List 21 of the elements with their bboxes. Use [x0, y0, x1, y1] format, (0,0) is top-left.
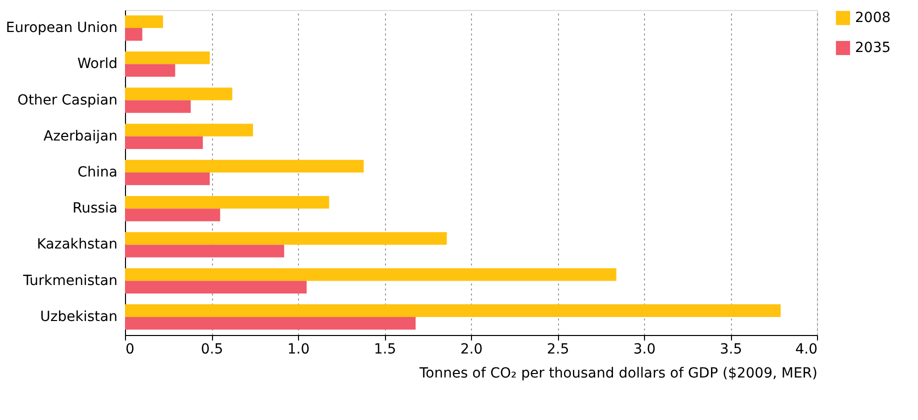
- y-tick-label: China: [78, 164, 118, 180]
- x-tick-label: 4.0: [795, 342, 818, 358]
- y-tick-label: Russia: [72, 200, 118, 217]
- x-tick-label: 3.0: [633, 342, 656, 358]
- x-tick-label: 3.5: [720, 342, 742, 358]
- y-tick-label: Kazakhstan: [36, 236, 118, 253]
- x-tick-label: 0.5: [200, 342, 224, 358]
- x-tick-label: 0: [126, 342, 134, 358]
- x-tick-label: 2.0: [460, 342, 483, 358]
- x-axis-title: Tonnes of CO₂ per thousand dollars of GDP ($2009, MER): [418, 366, 818, 382]
- y-tick-label: Azerbaijan: [44, 128, 118, 144]
- x-tick-label: 1.0: [287, 342, 310, 358]
- y-tick-label: European Union: [6, 20, 118, 36]
- y-tick-label: World: [77, 56, 118, 72]
- y-tick-label: Uzbekistan: [40, 308, 118, 325]
- y-tick-label: Other Caspian: [17, 92, 118, 108]
- legend-label: 2035: [855, 40, 891, 56]
- legend-label: 2008: [855, 10, 891, 26]
- y-tick-label: Turkmenistan: [22, 272, 118, 289]
- x-tick-label: 1.5: [374, 342, 396, 358]
- x-tick-label: 2.5: [546, 342, 570, 358]
